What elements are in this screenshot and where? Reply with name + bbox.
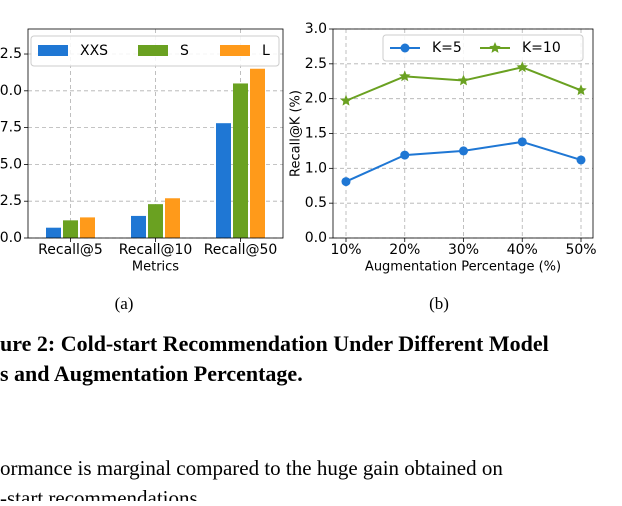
- y-tick-label: 7.5: [0, 120, 22, 136]
- body-text: -start recommendations.: [0, 486, 203, 501]
- x-tick-label: 10%: [330, 242, 361, 258]
- marker: [576, 155, 586, 165]
- y-tick-label: 1.5: [305, 126, 327, 142]
- y-tick-label: 12.5: [0, 46, 22, 62]
- subcaption: (a): [115, 294, 134, 313]
- legend-swatch: [220, 45, 250, 56]
- legend-label: S: [180, 43, 189, 59]
- marker: [459, 146, 468, 156]
- marker: [400, 150, 410, 160]
- y-tick-label: 5.0: [0, 156, 22, 172]
- y-tick-label: 0.0: [305, 230, 327, 246]
- marker: [575, 84, 587, 96]
- plot-frame: [27, 28, 284, 239]
- y-tick-label: 2.0: [305, 91, 327, 107]
- marker: [457, 74, 470, 86]
- bar: [63, 220, 78, 238]
- legend-label: L: [262, 43, 270, 59]
- y-tick-label: 3.0: [305, 21, 327, 37]
- bar: [131, 215, 146, 238]
- legend-label: XXS: [80, 43, 108, 59]
- marker: [516, 61, 528, 73]
- x-tick-label: 40%: [507, 242, 538, 258]
- body-text: ormance is marginal compared to the huge…: [0, 456, 503, 480]
- legend-label: K=5: [432, 40, 462, 56]
- legend-label: K=10: [522, 40, 561, 56]
- legend-swatch: [138, 45, 168, 56]
- x-axis-label: Augmentation Percentage (%): [365, 260, 561, 275]
- bar: [46, 227, 61, 238]
- bar: [148, 204, 163, 238]
- caption: s and Augmentation Percentage.: [0, 361, 303, 386]
- plot-frame: [332, 28, 594, 239]
- bar: [216, 123, 231, 238]
- bar: [80, 217, 95, 238]
- caption: ure 2: Cold-start Recommendation Under D…: [0, 331, 549, 356]
- x-tick-label: 50%: [565, 242, 596, 258]
- bar: [165, 198, 180, 238]
- bar: [250, 68, 265, 238]
- marker: [340, 94, 352, 106]
- marker: [517, 137, 527, 147]
- legend-marker: [489, 42, 501, 53]
- x-tick-label: 20%: [389, 242, 420, 258]
- subcaption: (b): [429, 294, 449, 313]
- x-tick-label: Recall@5: [38, 242, 103, 258]
- y-tick-label: 1.0: [305, 160, 327, 176]
- x-tick-label: 30%: [448, 242, 479, 258]
- y-tick-label: 0.0: [0, 230, 22, 246]
- y-tick-label: 0.5: [305, 195, 327, 211]
- y-axis-label: Recall@K (%): [289, 90, 304, 177]
- legend-marker: [400, 43, 410, 53]
- x-tick-label: Recall@10: [119, 242, 193, 258]
- marker: [399, 70, 411, 82]
- y-tick-label: 2.5: [305, 56, 327, 72]
- bar: [233, 83, 248, 238]
- x-axis-label: Metrics: [132, 260, 179, 275]
- y-tick-label: 2.5: [0, 193, 22, 209]
- x-tick-label: Recall@50: [204, 242, 278, 258]
- y-tick-label: 10.0: [0, 83, 22, 99]
- marker: [341, 177, 351, 187]
- legend-swatch: [38, 45, 68, 56]
